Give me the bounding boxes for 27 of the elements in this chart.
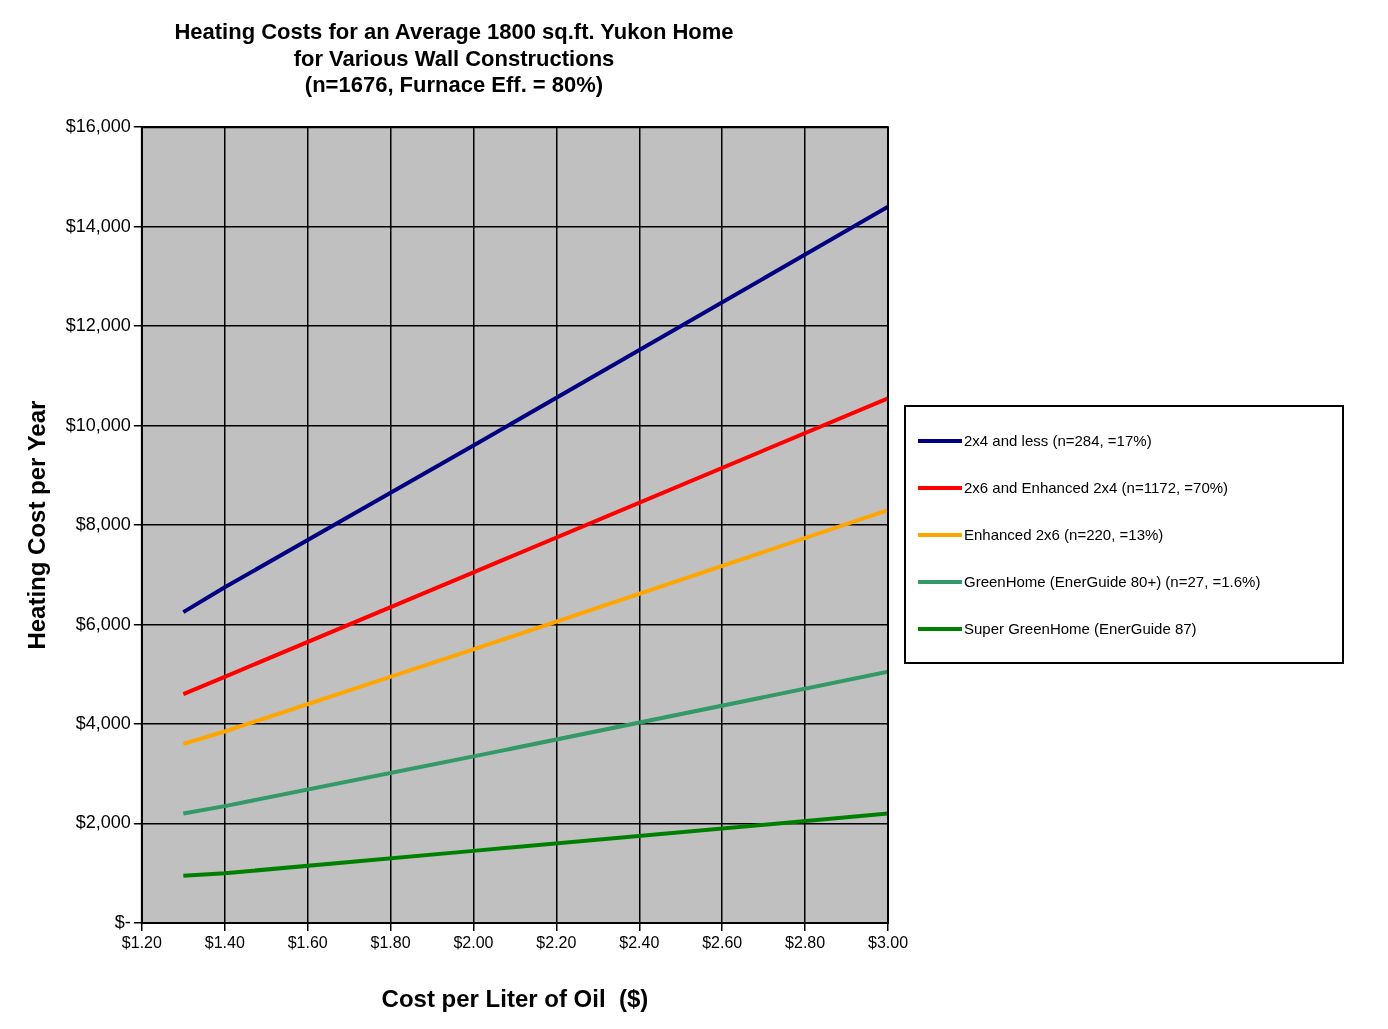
y-tick-label: $6,000 — [75, 613, 131, 634]
x-tick-label: $1.60 — [287, 934, 328, 952]
chart-title: Heating Costs for an Average 1800 sq.ft. Yukon Home for Various Wall Constructions (n=1676, Furnace Eff. = 80%) — [174, 19, 734, 98]
y-axis-title: Heating Cost per Year — [23, 400, 51, 650]
x-tick-label: $3.00 — [867, 934, 909, 952]
x-tick-label: $2.60 — [702, 934, 743, 952]
x-tick-label: $2.20 — [536, 934, 577, 952]
x-axis-title: Cost per Liter of Oil ($) — [381, 985, 649, 1013]
legend-label: 2x6 and Enhanced 2x4 (n=1172, =70%) — [963, 478, 1230, 499]
y-tick-label: $4,000 — [75, 713, 131, 734]
y-tick-label: $16,000 — [65, 116, 131, 137]
x-tick-label: $1.20 — [121, 934, 162, 952]
y-tick-label: $- — [114, 911, 131, 932]
legend-label: 2x4 and less (n=284, =17%) — [963, 431, 1153, 452]
x-tick-label: $2.80 — [785, 934, 826, 952]
y-tick-label: $2,000 — [75, 812, 131, 833]
y-tick-label: $10,000 — [65, 414, 131, 435]
x-tick-label: $2.00 — [453, 934, 494, 952]
y-tick-label: $12,000 — [65, 315, 131, 336]
x-tick-label: $1.80 — [370, 934, 411, 952]
x-tick-label: $1.40 — [204, 934, 245, 952]
legend-label: GreenHome (EnerGuide 80+) (n=27, =1.6%) — [963, 572, 1262, 593]
y-tick-label: $8,000 — [75, 514, 131, 535]
legend-label: Enhanced 2x6 (n=220, =13%) — [963, 525, 1165, 546]
legend-label: Super GreenHome (EnerGuide 87) — [963, 619, 1198, 640]
x-tick-label: $2.40 — [619, 934, 660, 952]
y-tick-label: $14,000 — [65, 215, 131, 236]
